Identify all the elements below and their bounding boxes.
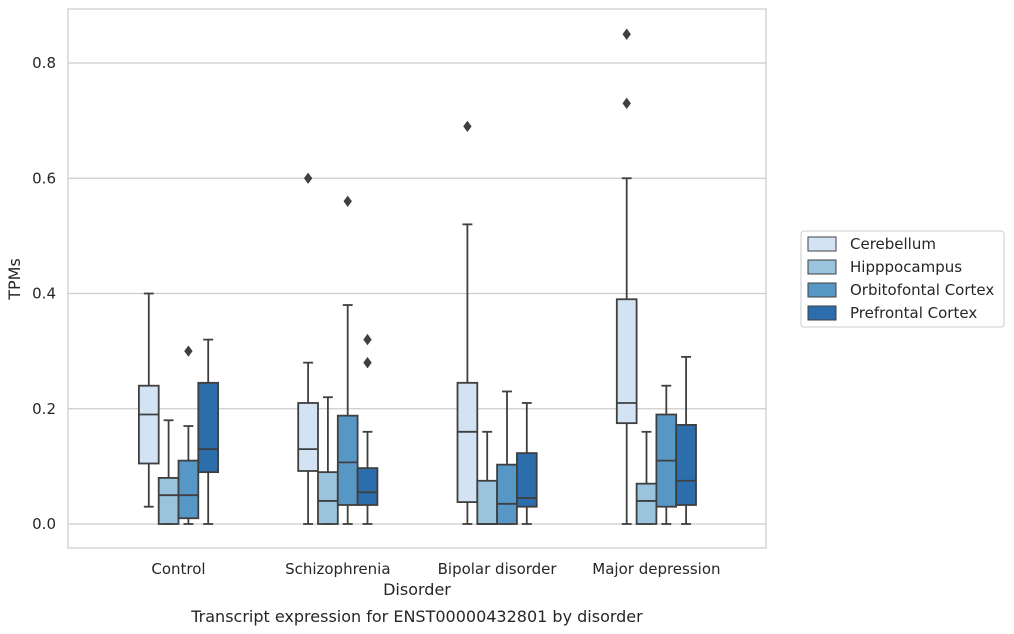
- outlier-point: [343, 195, 352, 207]
- box-iqr: [336, 414, 359, 506]
- box-iqr: [356, 467, 379, 506]
- x-tick-label: Schizophrenia: [285, 560, 390, 578]
- box-iqr: [317, 471, 339, 525]
- x-tick-label: Control: [151, 560, 205, 578]
- box-prefrontal-cortex-major-depression: [675, 355, 697, 525]
- legend-frame: [800, 230, 1005, 328]
- box-hipppocampus-bipolar-disorder: [476, 430, 498, 525]
- box-cerebellum-major-depression: [615, 28, 638, 525]
- outlier-point: [184, 345, 193, 357]
- box-orbitofontal-cortex-schizophrenia: [336, 195, 359, 525]
- y-tick-label: 0.0: [32, 515, 56, 533]
- outlier-point: [622, 97, 631, 110]
- box-cerebellum-bipolar-disorder: [456, 120, 479, 525]
- legend-label: Orbitofontal Cortex: [850, 281, 994, 299]
- x-tick-label: Bipolar disorder: [438, 560, 558, 578]
- chart-title: Transcript expression for ENST0000043280…: [190, 607, 643, 626]
- x-tick-label: Major depression: [592, 560, 720, 578]
- box-iqr: [675, 423, 697, 506]
- box-iqr: [615, 298, 638, 425]
- box-iqr: [197, 381, 220, 474]
- box-orbitofontal-cortex-major-depression: [655, 384, 678, 525]
- outlier-point: [622, 28, 631, 40]
- y-axis-title: TPMs: [5, 258, 24, 301]
- legend-swatch: [807, 305, 837, 321]
- box-prefrontal-cortex-control: [197, 338, 220, 525]
- box-hipppocampus-schizophrenia: [317, 396, 339, 525]
- outlier-point: [363, 333, 372, 346]
- legend-label: Hipppocampus: [850, 258, 962, 276]
- box-iqr: [456, 381, 479, 504]
- legend-swatch: [807, 259, 837, 275]
- box-cerebellum-control: [137, 292, 160, 508]
- y-tick-label: 0.4: [32, 285, 56, 303]
- legend-label: Prefrontal Cortex: [850, 304, 977, 322]
- box-orbitofontal-cortex-bipolar-disorder: [496, 390, 518, 525]
- legend-swatch: [807, 236, 837, 252]
- box-iqr: [177, 459, 200, 520]
- box-cerebellum-schizophrenia: [297, 172, 319, 525]
- y-tick-label: 0.2: [32, 400, 56, 418]
- box-prefrontal-cortex-schizophrenia: [356, 333, 379, 525]
- outlier-point: [303, 172, 313, 184]
- box-iqr: [476, 479, 498, 525]
- legend-label: Cerebellum: [850, 235, 936, 253]
- y-tick-label: 0.8: [32, 54, 56, 72]
- x-tick-labels: Control Schizophrenia Bipolar disorder Majo…: [151, 560, 720, 578]
- box-iqr: [137, 384, 160, 465]
- y-tick-labels: 0.0 0.2 0.4 0.6 0.8: [32, 54, 56, 533]
- box-iqr: [157, 476, 180, 525]
- box-iqr: [496, 463, 518, 525]
- plot-area-frame: [67, 8, 767, 549]
- box-prefrontal-cortex-bipolar-disorder: [516, 402, 538, 525]
- box-hipppocampus-major-depression: [635, 430, 658, 525]
- x-axis-title: Disorder: [383, 580, 451, 599]
- box-iqr: [516, 452, 538, 508]
- outlier-point: [463, 120, 472, 133]
- box-iqr: [297, 402, 319, 472]
- box-hipppocampus-control: [157, 419, 180, 525]
- box-iqr: [635, 482, 658, 525]
- legend: Cerebellum Hipppocampus Orbitofontal Corte…: [800, 230, 1005, 328]
- legend-swatch: [807, 282, 837, 298]
- outlier-point: [363, 356, 372, 369]
- box-series: [137, 28, 697, 525]
- box-orbitofontal-cortex-control: [177, 345, 200, 525]
- y-tick-label: 0.6: [32, 169, 56, 187]
